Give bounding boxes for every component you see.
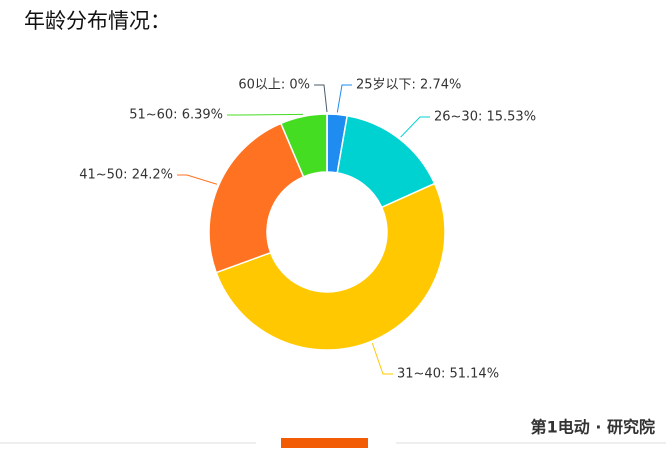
data-label: 25岁以下: 2.74% [356,78,461,93]
donut-slice [208,122,305,274]
donut-slice [215,182,446,351]
leader-line [336,84,352,113]
leader-line [227,113,304,116]
data-label: 31~40: 51.14% [397,367,499,382]
leader-line [371,342,393,375]
leader-line [400,116,430,138]
data-label: 41~50: 24.2% [79,168,173,183]
accent-bar [281,438,368,448]
data-label: 51~60: 6.39% [129,108,223,123]
data-label: 60以上: 0% [238,78,310,93]
brand: 第1电动 · 研究院 [531,418,655,437]
data-label: 26~30: 15.53% [434,110,536,125]
leader-line [177,174,218,185]
chart-title: 年龄分布情况： [24,9,171,33]
leader-line [314,84,328,113]
